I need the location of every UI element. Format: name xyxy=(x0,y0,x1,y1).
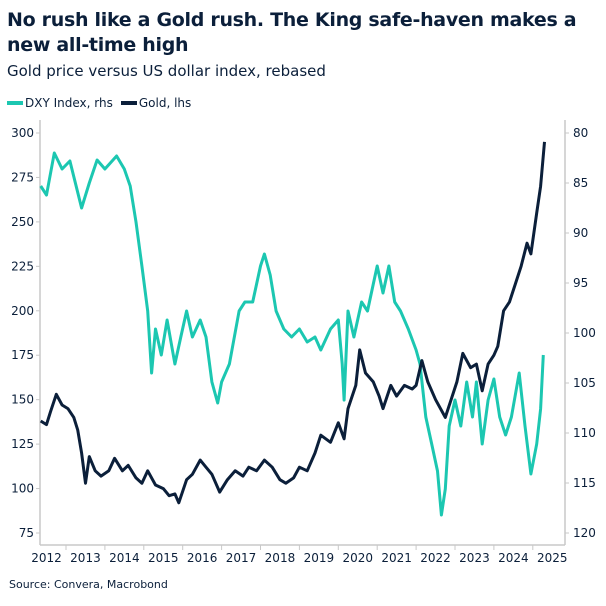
x-tick-label: 2012 xyxy=(31,551,62,565)
x-tick-label: 2025 xyxy=(537,551,568,565)
left-tick-label: 75 xyxy=(19,526,34,540)
right-tick-label: 90 xyxy=(573,226,588,240)
legend-label-dxy: DXY Index, rhs xyxy=(25,96,113,110)
x-tick-label: 2022 xyxy=(420,551,451,565)
x-tick-label: 2020 xyxy=(342,551,373,565)
gold-line xyxy=(39,141,546,505)
x-tick-label: 2023 xyxy=(459,551,490,565)
right-tick-label: 110 xyxy=(573,426,596,440)
left-tick-label: 175 xyxy=(11,348,34,362)
x-tick-label: 2015 xyxy=(148,551,179,565)
chart-subtitle: Gold price versus US dollar index, rebas… xyxy=(7,62,326,80)
legend-item-gold: Gold, lhs xyxy=(120,96,192,110)
left-tick-label: 225 xyxy=(11,259,34,273)
x-tick-label: 2016 xyxy=(187,551,218,565)
x-tick-label: 2014 xyxy=(109,551,140,565)
source-note: Source: Convera, Macrobond xyxy=(9,578,168,591)
left-tick-label: 100 xyxy=(11,482,34,496)
left-tick-label: 150 xyxy=(11,393,34,407)
legend: DXY Index, rhs Gold, lhs xyxy=(7,96,191,110)
right-tick-label: 105 xyxy=(573,376,596,390)
legend-swatch-dxy xyxy=(7,101,23,105)
left-tick-label: 250 xyxy=(11,215,34,229)
x-tick-label: 2018 xyxy=(265,551,296,565)
left-tick-label: 300 xyxy=(11,126,34,140)
right-tick-label: 100 xyxy=(573,326,596,340)
right-tick-label: 115 xyxy=(573,476,596,490)
left-tick-label: 125 xyxy=(11,437,34,451)
x-tick-label: 2019 xyxy=(304,551,335,565)
x-tick-label: 2021 xyxy=(381,551,412,565)
right-tick-label: 95 xyxy=(573,276,588,290)
chart-title: No rush like a Gold rush. The King safe-… xyxy=(7,9,577,56)
x-tick-label: 2017 xyxy=(226,551,257,565)
left-tick-label: 275 xyxy=(11,170,34,184)
right-tick-label: 85 xyxy=(573,176,588,190)
legend-item-dxy: DXY Index, rhs xyxy=(7,96,113,110)
dxy-line xyxy=(39,151,545,517)
right-tick-label: 80 xyxy=(573,126,588,140)
legend-swatch-gold xyxy=(120,101,137,105)
x-tick-label: 2013 xyxy=(70,551,101,565)
right-tick-label: 120 xyxy=(573,526,596,540)
x-tick-label: 2024 xyxy=(498,551,529,565)
legend-label-gold: Gold, lhs xyxy=(138,96,192,110)
left-tick-label: 200 xyxy=(11,304,34,318)
